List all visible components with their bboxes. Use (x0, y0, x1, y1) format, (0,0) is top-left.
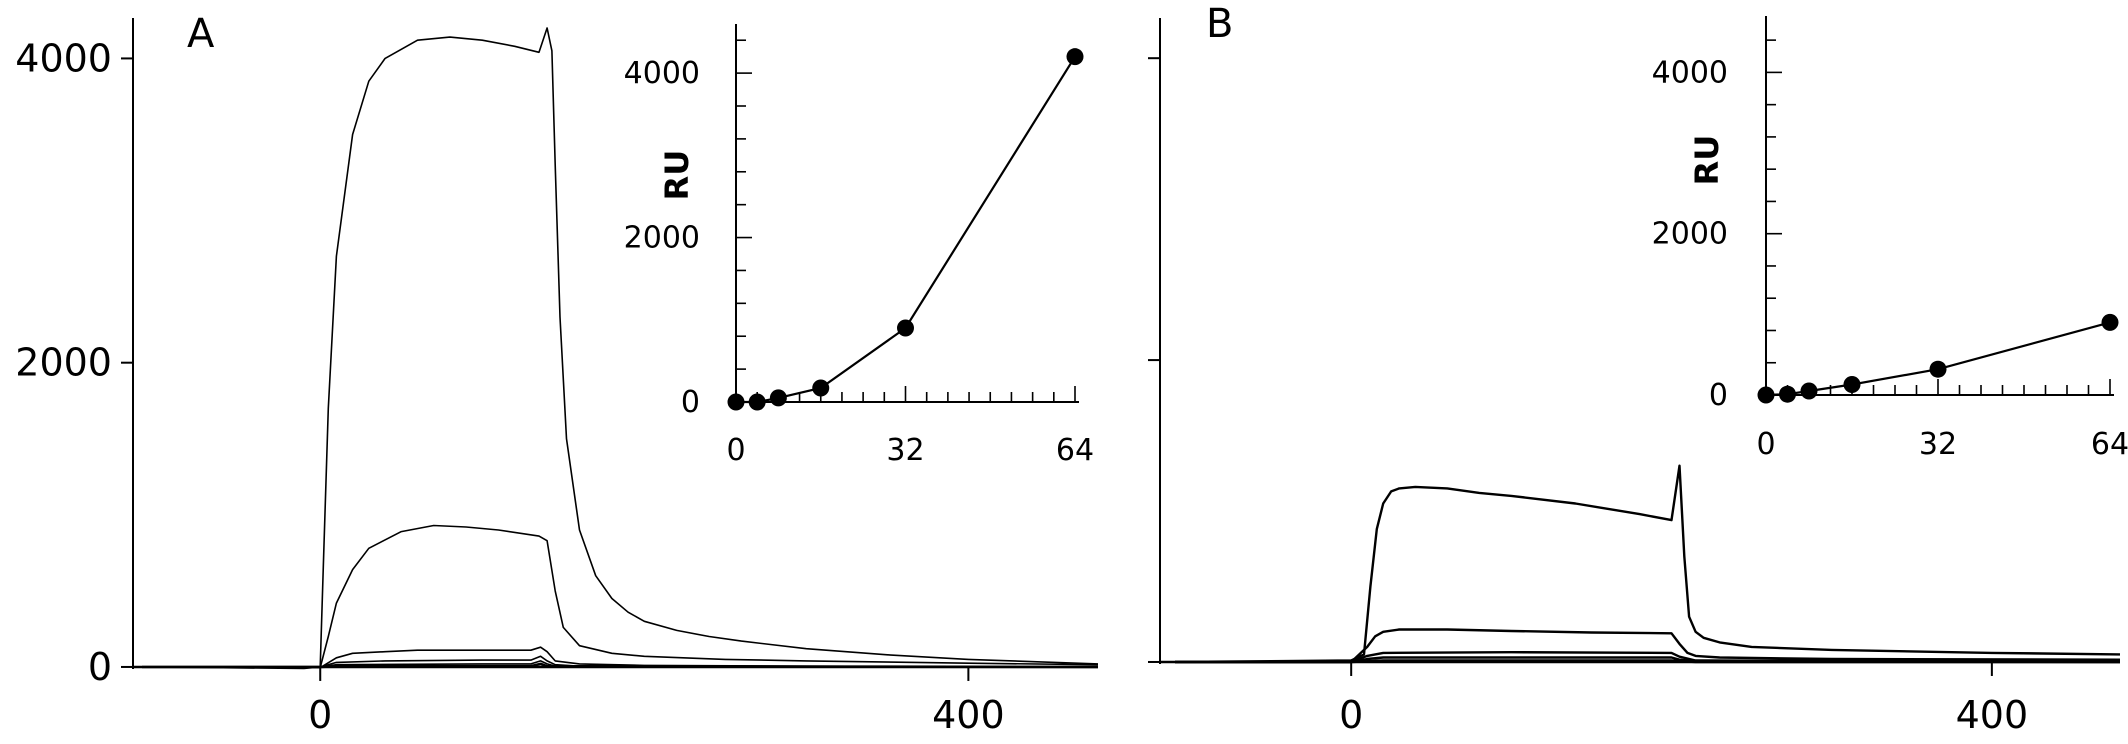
inset-y-axis-title: RU (658, 150, 696, 201)
inset-x-tick-label: 32 (1919, 427, 1957, 462)
inset-data-point (1843, 376, 1861, 394)
x-tick-label: 0 (308, 693, 332, 737)
inset-y-axis-title: RU (1688, 135, 1726, 186)
sensorgram-series-3 (141, 646, 1099, 669)
x-tick-label: 0 (1339, 693, 1363, 737)
inset-x-tick-label: 64 (2091, 427, 2128, 462)
inset-data-point (769, 389, 787, 407)
inset-data-point (812, 379, 830, 397)
sensorgram-series-1 (141, 27, 1099, 670)
inset-x-tick-label: 32 (886, 433, 924, 468)
panel-letter: A (187, 11, 215, 57)
inset-data-point (1757, 386, 1775, 404)
sensorgram-series-2 (141, 524, 1099, 669)
sensorgram-series-5 (1175, 659, 2120, 664)
inset-data-point (1800, 382, 1818, 400)
inset-data-point (1066, 48, 1084, 66)
inset-x-tick-label: 0 (726, 433, 745, 468)
inset-data-point (1929, 360, 1947, 378)
sensorgram-series-2 (1175, 628, 2121, 664)
inset-data-point (2101, 313, 2119, 331)
x-tick-label: 400 (1956, 693, 2029, 737)
inset-data-point (1779, 385, 1796, 403)
inset-y-tick-label: 2000 (624, 221, 700, 256)
panel-a-inset: 0 32 64 0 2000 4000 RU (624, 24, 1094, 468)
x-tick-label: 400 (932, 693, 1005, 737)
panel-b-inset: 0 32 64 0 2000 4000 RU (1652, 16, 2128, 462)
inset-y-tick-label: 0 (681, 385, 700, 420)
y-tick-label: 4000 (15, 36, 112, 80)
inset-series-line (736, 56, 1076, 404)
y-tick-label: 2000 (15, 341, 112, 385)
y-tick-label: 0 (88, 645, 112, 689)
inset-y-tick-label: 4000 (624, 56, 700, 91)
inset-y-tick-label: 4000 (1652, 55, 1728, 90)
sensorgram-series-6 (142, 662, 1099, 669)
inset-x-tick-label: 0 (1756, 427, 1775, 462)
inset-y-tick-label: 0 (1709, 378, 1728, 413)
inset-data-point (727, 393, 745, 411)
inset-data-point (897, 319, 914, 337)
inset-x-tick-label: 64 (1056, 433, 1094, 468)
panel-a: 0 2000 4000 0 400 A (15, 11, 1099, 737)
panel-b: 0 400 B (1148, 1, 2121, 737)
sensorgram-series-1 (1174, 464, 2121, 664)
inset-data-point (748, 393, 766, 411)
inset-y-tick-label: 2000 (1652, 217, 1728, 252)
panel-letter: B (1206, 1, 1233, 47)
